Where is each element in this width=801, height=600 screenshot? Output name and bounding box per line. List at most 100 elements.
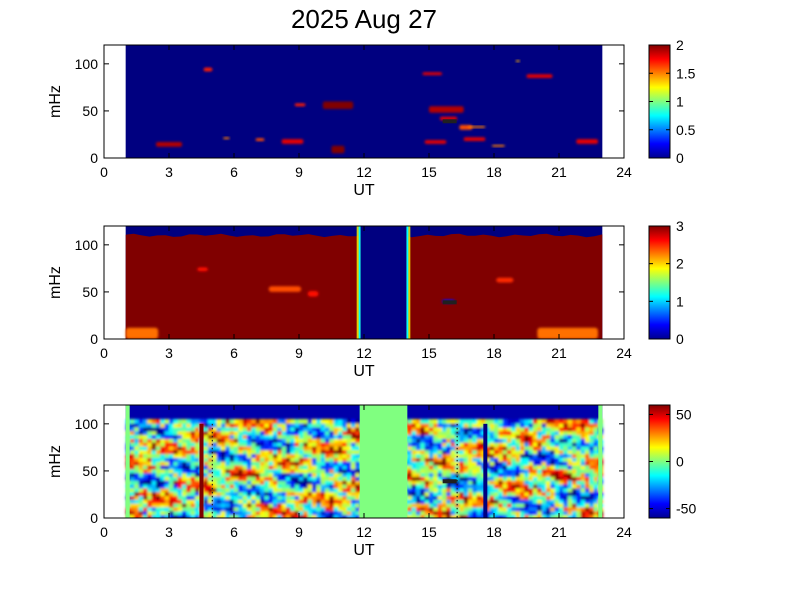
- marker-cluster: [442, 119, 457, 124]
- x-tick-label: 12: [356, 345, 372, 361]
- gap-edge-left: [356, 226, 360, 339]
- x-axis-label: UT: [353, 363, 375, 380]
- heatmap-feature: [156, 141, 182, 147]
- heatmap-feature: [307, 290, 319, 297]
- gap-edge-right-inner: [406, 226, 409, 339]
- x-tick-label: 6: [230, 345, 238, 361]
- plot-area: [104, 226, 624, 339]
- heatmap-feature: [496, 277, 514, 283]
- y-tick-label: 50: [82, 103, 98, 119]
- x-tick-label: 0: [100, 524, 108, 540]
- heatmap-feature: [294, 103, 306, 107]
- colorbar-tick-label: 2: [676, 37, 684, 53]
- colorbar-tick-label: 1.5: [676, 65, 696, 81]
- y-tick-label: 100: [75, 237, 99, 253]
- heatmap-feature: [463, 137, 486, 142]
- colorbar-tick-label: 1: [676, 293, 684, 309]
- heatmap-feature: [223, 137, 230, 140]
- x-tick-label: 9: [295, 524, 303, 540]
- gap-edge-right: [407, 226, 411, 339]
- y-tick-label: 0: [90, 150, 98, 166]
- y-tick-label: 100: [75, 56, 99, 72]
- vertical-marker-line: [199, 423, 204, 518]
- heatmap-feature: [429, 106, 464, 113]
- x-tick-label: 12: [356, 524, 372, 540]
- heatmap-feature: [197, 267, 208, 272]
- data-gap: [359, 405, 408, 518]
- x-tick-label: 12: [356, 164, 372, 180]
- heatmap-feature: [322, 101, 354, 110]
- heatmap-feature: [468, 125, 486, 128]
- x-tick-label: 24: [616, 345, 632, 361]
- colorbar-tick-label: -50: [676, 501, 696, 517]
- x-tick-label: 9: [295, 164, 303, 180]
- heatmap-feature: [576, 139, 598, 144]
- plot-area: [104, 45, 624, 158]
- heatmap-feature: [203, 67, 213, 72]
- x-tick-label: 15: [421, 524, 437, 540]
- colorbar: [648, 225, 671, 340]
- x-tick-label: 3: [165, 345, 173, 361]
- x-tick-label: 3: [165, 524, 173, 540]
- y-tick-label: 50: [82, 463, 98, 479]
- x-tick-label: 0: [100, 164, 108, 180]
- y-tick-label: 0: [90, 331, 98, 347]
- gap-edge-left-inner: [358, 226, 361, 339]
- heatmap-feature: [331, 145, 345, 154]
- y-tick-label: 100: [75, 416, 99, 432]
- heatmap-feature: [255, 138, 265, 142]
- y-axis-label: mHz: [47, 266, 64, 299]
- heatmap-feature: [281, 139, 304, 144]
- x-tick-label: 15: [421, 164, 437, 180]
- x-tick-label: 24: [616, 164, 632, 180]
- x-tick-label: 18: [486, 345, 502, 361]
- colorbar-tick-label: 0.5: [676, 122, 696, 138]
- spectrogram-panel-1: 0 3 6 9 12 15 18 21 24 0 50 100 UT mHz 0 0.5 1 1.5 2: [47, 37, 696, 199]
- colorbar-tick-label: 50: [676, 406, 692, 422]
- colorbar-tick-label: 0: [676, 454, 684, 470]
- colorbar-tick-label: 1: [676, 94, 684, 110]
- y-tick-label: 0: [90, 510, 98, 526]
- heatmap-feature: [537, 327, 598, 339]
- y-axis-label: mHz: [47, 85, 64, 118]
- x-tick-label: 15: [421, 345, 437, 361]
- edge-left: [125, 405, 130, 518]
- x-tick-label: 21: [551, 164, 567, 180]
- heatmap-cells: [125, 419, 604, 518]
- heatmap-feature: [424, 140, 447, 144]
- x-tick-label: 21: [551, 524, 567, 540]
- x-tick-label: 6: [230, 164, 238, 180]
- x-axis-label: UT: [353, 182, 375, 199]
- heatmap-feature: [526, 74, 553, 78]
- data-gap: [360, 226, 407, 339]
- y-tick-label: 50: [82, 284, 98, 300]
- heatmap-feature: [491, 144, 505, 147]
- spectrogram-panel-3: 0 3 6 9 12 15 18 21 24 0 50 100 UT mHz 50 0 -50: [47, 404, 696, 559]
- figure-title: 2025 Aug 27: [291, 4, 437, 34]
- y-axis-label: mHz: [47, 445, 64, 478]
- x-tick-label: 6: [230, 524, 238, 540]
- x-tick-label: 9: [295, 345, 303, 361]
- x-tick-label: 0: [100, 345, 108, 361]
- marker-cluster: [442, 300, 457, 305]
- x-tick-label: 18: [486, 164, 502, 180]
- x-tick-label: 18: [486, 524, 502, 540]
- heatmap-feature: [268, 286, 302, 292]
- colorbar-tick-label: 2: [676, 256, 684, 272]
- heatmap-feature: [125, 327, 159, 339]
- x-tick-label: 24: [616, 524, 632, 540]
- plot-area: [104, 405, 624, 518]
- x-tick-label: 21: [551, 345, 567, 361]
- x-axis-label: UT: [353, 542, 375, 559]
- heatmap-feature: [422, 72, 442, 76]
- edge-right: [598, 405, 603, 518]
- heatmap-feature: [515, 60, 520, 62]
- colorbar-tick-label: 0: [676, 150, 684, 166]
- heatmap-background: [125, 45, 603, 158]
- vertical-marker-line: [483, 423, 488, 518]
- colorbar-tick-label: 3: [676, 218, 684, 234]
- x-tick-label: 3: [165, 164, 173, 180]
- marker-cluster: [442, 479, 457, 484]
